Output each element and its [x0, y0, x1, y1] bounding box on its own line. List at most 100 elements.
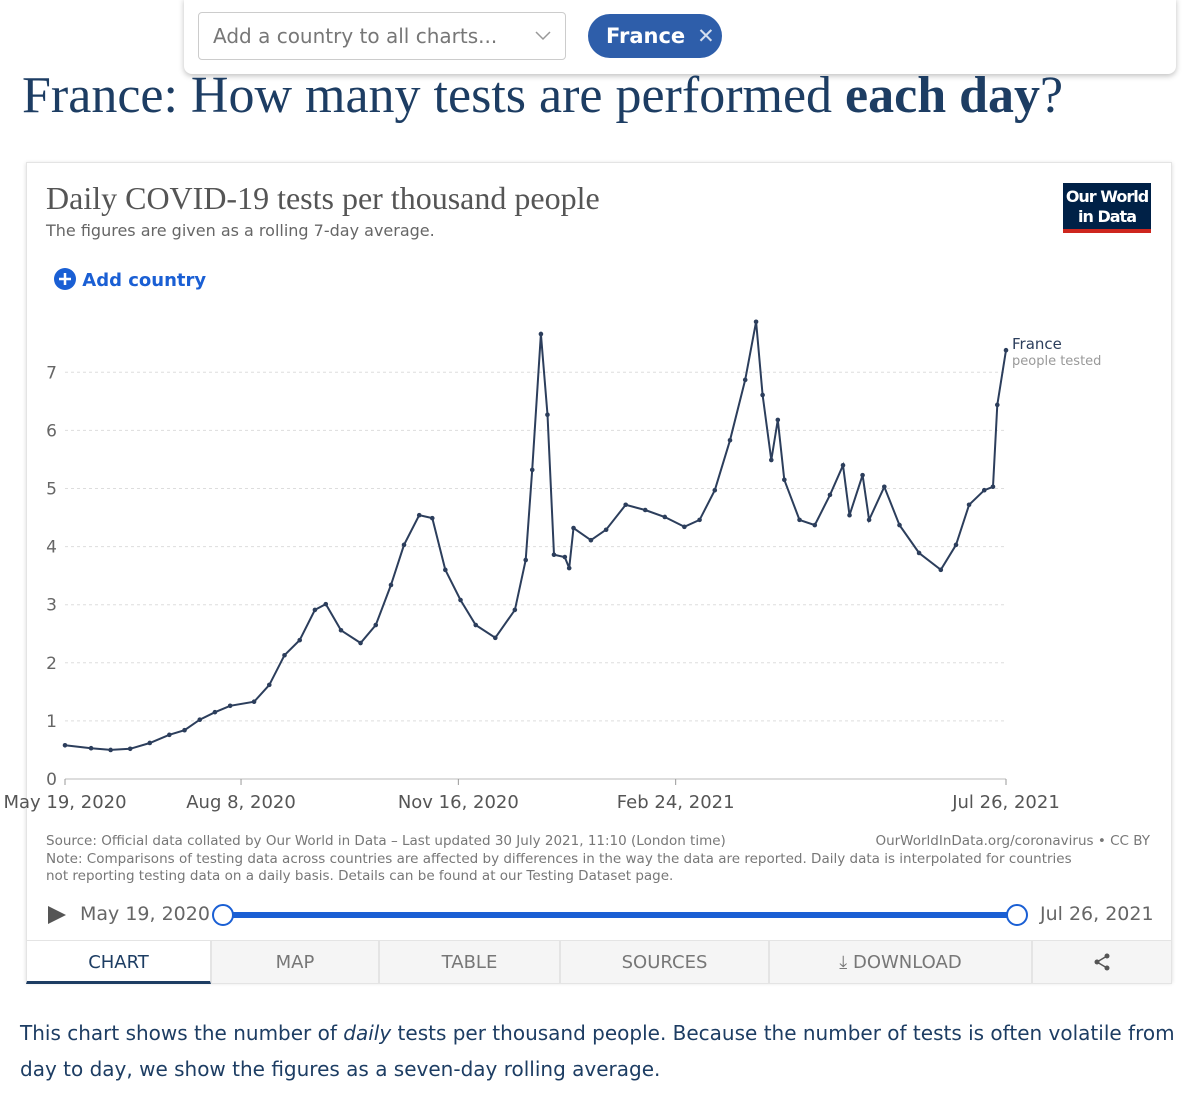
- download-icon: ⤓: [839, 952, 853, 973]
- data-point: [953, 542, 959, 548]
- tab-label: DOWNLOAD: [852, 952, 962, 973]
- search-placeholder: Add a country to all charts...: [213, 24, 498, 48]
- data-point: [897, 522, 902, 528]
- data-point: [860, 472, 865, 478]
- data-point: [358, 640, 363, 646]
- chip-label: France: [606, 24, 686, 48]
- headline-text: ?: [1040, 67, 1064, 124]
- tab[interactable]: SOURCES: [560, 940, 769, 984]
- data-point: [108, 747, 113, 753]
- data-point: [827, 492, 833, 498]
- chart-title: Daily COVID-19 tests per thousand people: [46, 180, 600, 216]
- series-sublabel: people tested: [1012, 354, 1101, 369]
- y-tick-label: 4: [46, 538, 57, 558]
- headline: France: How many tests are performed eac…: [22, 66, 1063, 125]
- data-point: [642, 507, 648, 513]
- data-point: [388, 582, 394, 588]
- data-point: [197, 717, 203, 723]
- data-point: [88, 745, 94, 751]
- data-point: [473, 622, 479, 628]
- tab[interactable]: MAP: [211, 940, 379, 984]
- data-point: [562, 554, 568, 560]
- data-point: [995, 402, 1000, 408]
- data-point: [775, 417, 781, 423]
- share-icon: [1094, 953, 1110, 971]
- tab[interactable]: CHART: [26, 940, 211, 984]
- data-point: [938, 567, 944, 573]
- tab[interactable]: ⤓ DOWNLOAD: [769, 940, 1032, 984]
- data-point: [840, 462, 846, 468]
- y-tick-label: 1: [46, 712, 57, 732]
- remove-icon[interactable]: ✕: [697, 24, 715, 48]
- tab[interactable]: TABLE: [379, 940, 560, 984]
- data-line: [64, 321, 1007, 751]
- data-point: [662, 514, 668, 520]
- data-point: [523, 557, 529, 563]
- license: OurWorldInData.org/coronavirus • CC BY: [875, 833, 1150, 849]
- data-point: [512, 607, 518, 613]
- data-point: [182, 727, 187, 733]
- data-point: [266, 682, 272, 688]
- data-point: [443, 567, 448, 573]
- dropdown-arrow: [535, 31, 551, 41]
- plus-icon: [54, 268, 76, 290]
- x-tick-label: May 19, 2020: [3, 792, 126, 813]
- share-tab[interactable]: [1032, 940, 1172, 984]
- text: tests per thousand people. Because the n…: [391, 1021, 1175, 1045]
- headline-bold: each day: [845, 67, 1041, 124]
- data-point: [916, 550, 922, 556]
- data-point: [571, 525, 576, 531]
- data-point: [127, 746, 133, 752]
- data-point: [373, 622, 379, 628]
- add-country-button[interactable]: Add country: [54, 268, 206, 291]
- data-point: [760, 392, 765, 398]
- data-point: [312, 607, 318, 613]
- data-point: [623, 502, 628, 508]
- timeline-end: Jul 26, 2021: [1040, 903, 1154, 925]
- data-point: [492, 635, 498, 641]
- data-point: [458, 597, 463, 603]
- data-point: [297, 637, 303, 643]
- chart-subtitle: The figures are given as a rolling 7-day…: [46, 221, 435, 240]
- data-point: [251, 699, 257, 705]
- data-point: [212, 709, 218, 715]
- x-tick-label: Jul 26, 2021: [951, 792, 1060, 813]
- note: not reporting testing data on a daily ba…: [46, 868, 674, 884]
- paragraph: day to day, we show the figures as a sev…: [20, 1057, 660, 1081]
- data-point: [588, 537, 594, 543]
- paragraph: This chart shows the number of daily tes…: [20, 1021, 1175, 1045]
- timeline-slider[interactable]: [210, 902, 1032, 928]
- data-point: [753, 319, 759, 325]
- timeline-start: May 19, 2020: [80, 903, 210, 925]
- text: day to day, we show the figures as a sev…: [20, 1057, 661, 1081]
- data-point: [401, 542, 407, 548]
- country-chip[interactable]: France ✕: [588, 14, 722, 58]
- y-tick-label: 2: [46, 654, 57, 674]
- y-tick-label: 7: [46, 363, 57, 383]
- country-search[interactable]: Add a country to all charts...: [198, 12, 566, 60]
- source: Source: Official data collated by Our Wo…: [46, 833, 726, 849]
- data-point: [742, 377, 748, 383]
- data-point: [768, 457, 774, 463]
- data-point: [712, 487, 718, 493]
- data-point: [429, 515, 435, 521]
- data-point: [538, 331, 544, 337]
- text-italic: daily: [343, 1021, 392, 1045]
- series-label: France: [1012, 335, 1062, 353]
- data-point: [566, 565, 572, 571]
- tab-bar: CHART MAP TABLE SOURCES ⤓ DOWNLOAD: [26, 940, 1172, 984]
- data-point: [529, 467, 535, 473]
- data-point: [416, 512, 422, 518]
- x-tick-label: Nov 16, 2020: [398, 792, 519, 813]
- data-point: [1003, 347, 1009, 353]
- logo[interactable]: Our World in Data: [1063, 183, 1151, 233]
- data-point: [603, 527, 609, 533]
- play-button[interactable]: [46, 904, 68, 926]
- x-tick-label: Aug 8, 2020: [186, 792, 296, 813]
- data-point: [981, 487, 987, 493]
- data-point: [797, 517, 802, 523]
- data-point: [782, 477, 787, 483]
- data-point: [62, 743, 68, 748]
- y-tick-label: 5: [46, 479, 57, 499]
